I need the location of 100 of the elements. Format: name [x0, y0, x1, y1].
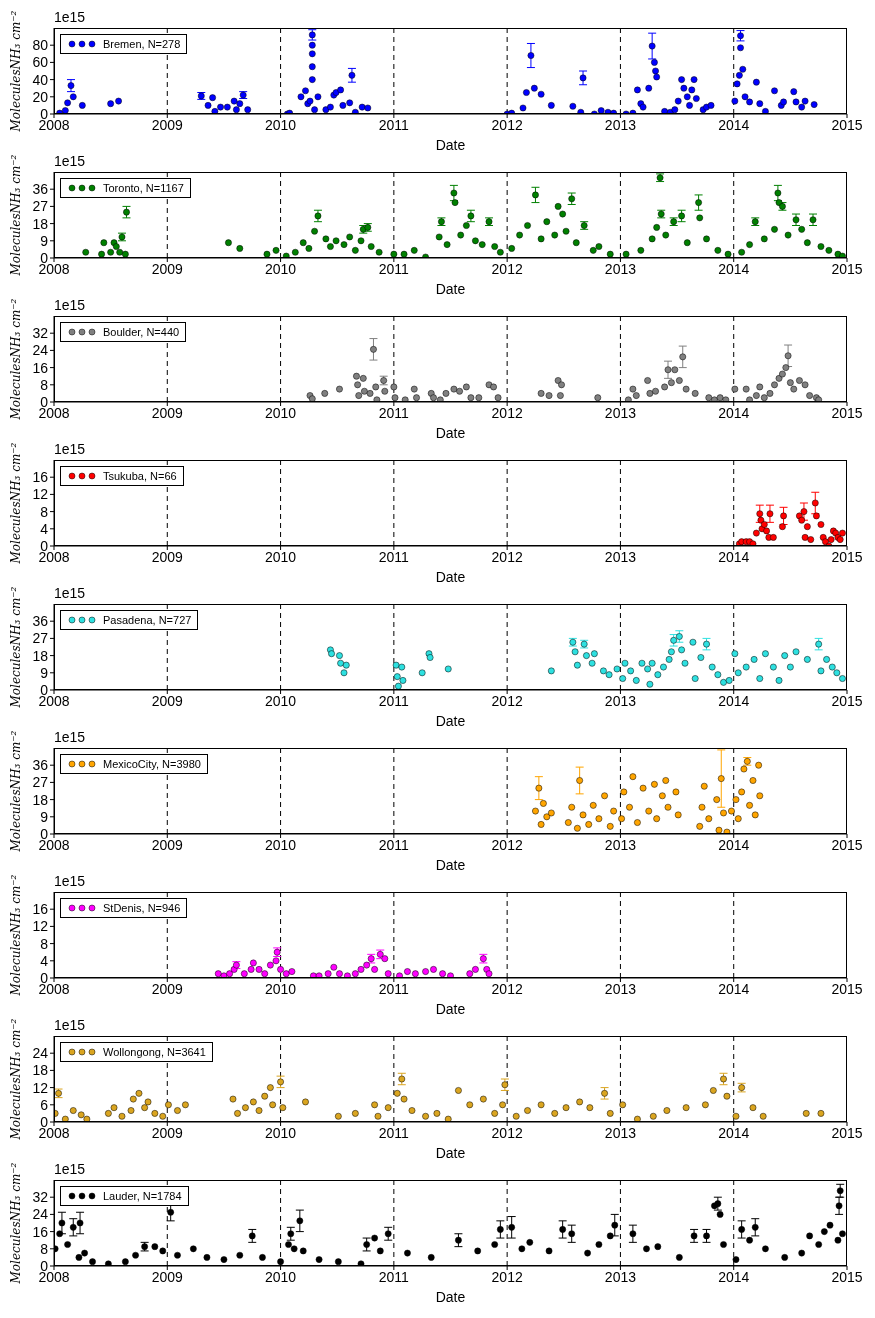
x-tick-label: 2012 — [491, 1268, 523, 1285]
y-tick-label: 4 — [40, 520, 49, 537]
x-tick-label: 2009 — [151, 404, 184, 421]
y-axis-title: MoleculesNH₃ cm⁻² — [9, 1018, 23, 1141]
y-tick-label: 4 — [40, 952, 49, 969]
x-tick-label: 2011 — [378, 404, 410, 421]
y-tick-label: 8 — [40, 1240, 49, 1257]
legend-label: MexicoCity, N=3980 — [103, 758, 201, 770]
y-tick-label: 20 — [32, 88, 49, 105]
y-tick-label: 9 — [40, 808, 49, 825]
x-tick-label: 2015 — [831, 1268, 863, 1285]
y-tick-label: 24 — [32, 1206, 49, 1223]
x-tick-label: 2014 — [718, 116, 750, 133]
y-tick-label: 18 — [32, 791, 49, 808]
x-axis-title: Date — [435, 425, 466, 441]
y-tick-label: 27 — [32, 630, 49, 647]
y-tick-label: 18 — [32, 215, 49, 232]
x-axis-title: Date — [435, 1145, 466, 1161]
x-tick-label: 2015 — [831, 836, 863, 853]
x-tick-label: 2014 — [718, 692, 750, 709]
x-tick-label: 2015 — [831, 404, 863, 421]
x-tick-label: 2012 — [491, 548, 523, 565]
legend-label: Bremen, N=278 — [103, 38, 181, 50]
x-axis-title: Date — [435, 1001, 466, 1017]
y-tick-label: 8 — [40, 503, 49, 520]
x-tick-label: 2013 — [604, 404, 637, 421]
x-tick-label: 2014 — [718, 1268, 750, 1285]
x-tick-label: 2012 — [491, 116, 523, 133]
x-tick-label: 2012 — [491, 1124, 523, 1141]
y-tick-label: 18 — [32, 647, 49, 664]
text: 1e15 — [54, 872, 86, 890]
x-tick-label: 2013 — [604, 116, 637, 133]
text: 1e15 — [54, 584, 86, 602]
x-tick-label: 2015 — [831, 692, 863, 709]
y-axis-title: MoleculesNH₃ cm⁻² — [9, 10, 23, 133]
x-tick-label: 2015 — [831, 1124, 863, 1141]
x-tick-label: 2014 — [718, 836, 750, 853]
x-axis-title: Date — [435, 1289, 466, 1305]
legend-label: Wollongong, N=3641 — [103, 1046, 206, 1058]
x-tick-label: 2011 — [378, 548, 410, 565]
x-tick-label: 2014 — [718, 980, 750, 997]
x-tick-label: 2009 — [151, 1124, 184, 1141]
x-tick-label: 2009 — [151, 1268, 184, 1285]
y-axis-title: MoleculesNH₃ cm⁻² — [9, 730, 23, 853]
x-tick-label: 2013 — [604, 836, 637, 853]
y-tick-label: 16 — [32, 1223, 49, 1240]
x-tick-label: 2009 — [151, 836, 184, 853]
x-tick-label: 2012 — [491, 980, 523, 997]
x-axis-title: Date — [435, 569, 466, 585]
x-tick-label: 2013 — [604, 260, 637, 277]
legend-label: Pasadena, N=727 — [103, 614, 192, 626]
x-tick-label: 2011 — [378, 692, 410, 709]
x-tick-label: 2011 — [378, 116, 410, 133]
text: 1e15 — [54, 728, 86, 746]
x-tick-label: 2011 — [378, 1268, 410, 1285]
x-tick-label: 2014 — [718, 548, 750, 565]
x-axis-title: Date — [435, 281, 466, 297]
y-tick-label: 16 — [32, 359, 49, 376]
x-axis-title: Date — [435, 713, 466, 729]
y-tick-label: 32 — [32, 1189, 49, 1206]
y-tick-label: 8 — [40, 935, 49, 952]
x-tick-label: 2012 — [491, 404, 523, 421]
y-tick-label: 24 — [32, 1045, 49, 1062]
x-axis-title: Date — [435, 137, 466, 153]
x-tick-label: 2009 — [151, 116, 184, 133]
x-tick-label: 2013 — [604, 692, 637, 709]
x-tick-label: 2014 — [718, 404, 750, 421]
x-tick-label: 2010 — [264, 404, 297, 421]
y-tick-label: 36 — [32, 181, 49, 198]
x-tick-label: 2011 — [378, 1124, 410, 1141]
x-tick-label: 2010 — [264, 548, 297, 565]
x-tick-label: 2015 — [831, 980, 863, 997]
text: 1e15 — [54, 152, 86, 170]
x-axis-title: Date — [435, 857, 466, 873]
y-tick-label: 60 — [32, 54, 49, 71]
x-tick-label: 2013 — [604, 980, 637, 997]
legend-label: StDenis, N=946 — [103, 902, 181, 914]
x-tick-label: 2009 — [151, 692, 184, 709]
x-tick-label: 2012 — [491, 260, 523, 277]
x-tick-label: 2010 — [264, 1268, 297, 1285]
y-tick-label: 8 — [40, 376, 49, 393]
x-tick-label: 2013 — [604, 1124, 637, 1141]
y-tick-label: 27 — [32, 198, 49, 215]
text: 1e15 — [54, 1016, 86, 1034]
text: 1e15 — [54, 440, 86, 458]
legend-label: Lauder, N=1784 — [103, 1190, 182, 1202]
x-tick-label: 2015 — [831, 548, 863, 565]
y-axis-title: MoleculesNH₃ cm⁻² — [9, 298, 23, 421]
x-tick-label: 2014 — [718, 260, 750, 277]
y-tick-label: 40 — [32, 71, 49, 88]
x-tick-label: 2009 — [151, 548, 184, 565]
y-axis-title: MoleculesNH₃ cm⁻² — [9, 586, 23, 709]
x-tick-label: 2013 — [604, 1268, 637, 1285]
y-axis-title: MoleculesNH₃ cm⁻² — [9, 442, 23, 565]
y-axis-title: MoleculesNH₃ cm⁻² — [9, 154, 23, 277]
y-tick-label: 9 — [40, 664, 49, 681]
y-tick-label: 27 — [32, 774, 49, 791]
x-tick-label: 2013 — [604, 548, 637, 565]
y-tick-label: 36 — [32, 757, 49, 774]
x-tick-label: 2009 — [151, 980, 184, 997]
